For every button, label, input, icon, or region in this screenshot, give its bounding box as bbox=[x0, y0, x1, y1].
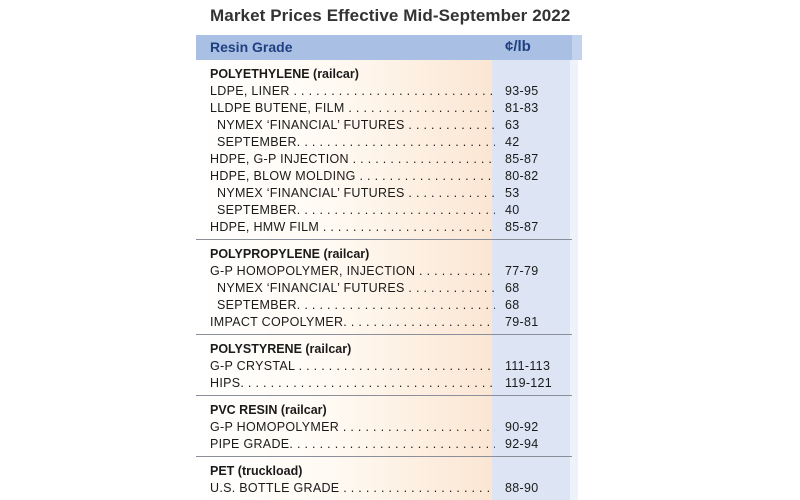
table-section: POLYPROPYLENE (railcar) G-P HOMOPOLYMER, … bbox=[196, 240, 572, 335]
price-column-background bbox=[492, 35, 570, 500]
price-value: 111-113 bbox=[505, 359, 551, 373]
table-edge bbox=[570, 35, 578, 500]
header-resin-grade: Resin Grade bbox=[210, 39, 293, 55]
price-value: 68 bbox=[505, 281, 520, 295]
table-row: IMPACT COPOLYMER. . . . . . . . . . . . … bbox=[196, 314, 572, 331]
table-row: SEPTEMBER. . . . . . . . . . . . . . . .… bbox=[196, 202, 572, 219]
price-value: 42 bbox=[505, 135, 520, 149]
price-value: 92-94 bbox=[505, 437, 539, 451]
resin-grade-label: NYMEX ‘FINANCIAL’ FUTURES . . . . . . . … bbox=[217, 118, 495, 132]
table-row: SEPTEMBER. . . . . . . . . . . . . . . .… bbox=[196, 134, 572, 151]
price-value: 90-92 bbox=[505, 420, 539, 434]
price-value: 119-121 bbox=[505, 376, 553, 390]
table-section: POLYETHYLENE (railcar) LDPE, LINER . . . … bbox=[196, 60, 572, 240]
resin-grade-label: HDPE, BLOW MOLDING . . . . . . . . . . .… bbox=[210, 169, 495, 183]
resin-grade-label: HIPS. . . . . . . . . . . . . . . . . . … bbox=[210, 376, 495, 390]
price-value: 53 bbox=[505, 186, 520, 200]
price-value: 63 bbox=[505, 118, 520, 132]
section-title: PET (truckload) bbox=[210, 464, 303, 478]
table-row: LLDPE BUTENE, FILM . . . . . . . . . . .… bbox=[196, 100, 572, 117]
label-column-background bbox=[196, 35, 492, 500]
section-title: POLYSTYRENE (railcar) bbox=[210, 342, 352, 356]
header-unit: ¢/lb bbox=[505, 38, 531, 55]
resin-grade-label: G-P CRYSTAL . . . . . . . . . . . . . . … bbox=[210, 359, 495, 373]
price-value: 88-90 bbox=[505, 481, 539, 495]
resin-grade-label: U.S. BOTTLE GRADE . . . . . . . . . . . … bbox=[210, 481, 495, 495]
table-section: POLYSTYRENE (railcar) G-P CRYSTAL . . . .… bbox=[196, 335, 572, 396]
section-title: POLYPROPYLENE (railcar) bbox=[210, 247, 370, 261]
table-body: POLYETHYLENE (railcar) LDPE, LINER . . . … bbox=[196, 60, 572, 500]
resin-grade-label: HDPE, HMW FILM . . . . . . . . . . . . .… bbox=[210, 220, 495, 234]
page-title: Market Prices Effective Mid-September 20… bbox=[210, 6, 571, 25]
price-value: 85-87 bbox=[505, 152, 539, 166]
table-row: HDPE, HMW FILM . . . . . . . . . . . . .… bbox=[196, 219, 572, 236]
table-row: U.S. BOTTLE GRADE . . . . . . . . . . . … bbox=[196, 480, 572, 497]
resin-grade-label: IMPACT COPOLYMER. . . . . . . . . . . . … bbox=[210, 315, 495, 329]
price-value: 85-87 bbox=[505, 220, 539, 234]
price-value: 79-81 bbox=[505, 315, 539, 329]
resin-grade-label: PIPE GRADE. . . . . . . . . . . . . . . … bbox=[210, 437, 495, 451]
table-row: G-P HOMOPOLYMER . . . . . . . . . . . . … bbox=[196, 419, 572, 436]
table-section: PVC RESIN (railcar) G-P HOMOPOLYMER . . .… bbox=[196, 396, 572, 457]
price-value: 93-95 bbox=[505, 84, 539, 98]
table-row: G-P HOMOPOLYMER, INJECTION . . . . . . .… bbox=[196, 263, 572, 280]
price-value: 68 bbox=[505, 298, 520, 312]
resin-grade-label: SEPTEMBER. . . . . . . . . . . . . . . .… bbox=[217, 298, 495, 312]
table-row: NYMEX ‘FINANCIAL’ FUTURES . . . . . . . … bbox=[196, 185, 572, 202]
table-row: SEPTEMBER. . . . . . . . . . . . . . . .… bbox=[196, 297, 572, 314]
table-row: PIPE GRADE. . . . . . . . . . . . . . . … bbox=[196, 436, 572, 453]
table-section: PET (truckload) U.S. BOTTLE GRADE . . . .… bbox=[196, 457, 572, 500]
price-value: 80-82 bbox=[505, 169, 539, 183]
table-row: NYMEX ‘FINANCIAL’ FUTURES . . . . . . . … bbox=[196, 280, 572, 297]
resin-grade-label: NYMEX ‘FINANCIAL’ FUTURES . . . . . . . … bbox=[217, 281, 495, 295]
resin-grade-label: SEPTEMBER. . . . . . . . . . . . . . . .… bbox=[217, 135, 495, 149]
price-table: Resin Grade ¢/lb POLYETHYLENE (railcar) L… bbox=[196, 35, 584, 500]
header-edge bbox=[572, 35, 582, 60]
resin-grade-label: LLDPE BUTENE, FILM . . . . . . . . . . .… bbox=[210, 101, 495, 115]
table-row: NYMEX ‘FINANCIAL’ FUTURES . . . . . . . … bbox=[196, 117, 572, 134]
price-value: 40 bbox=[505, 203, 520, 217]
table-row: HDPE, G-P INJECTION . . . . . . . . . . … bbox=[196, 151, 572, 168]
table-header: Resin Grade ¢/lb bbox=[196, 35, 572, 60]
resin-grade-label: NYMEX ‘FINANCIAL’ FUTURES . . . . . . . … bbox=[217, 186, 495, 200]
resin-grade-label: G-P HOMOPOLYMER . . . . . . . . . . . . … bbox=[210, 420, 495, 434]
table-row: G-P CRYSTAL . . . . . . . . . . . . . . … bbox=[196, 358, 572, 375]
price-value: 77-79 bbox=[505, 264, 539, 278]
table-row: LDPE, LINER . . . . . . . . . . . . . . … bbox=[196, 83, 572, 100]
price-value: 81-83 bbox=[505, 101, 539, 115]
resin-grade-label: G-P HOMOPOLYMER, INJECTION . . . . . . .… bbox=[210, 264, 495, 278]
section-title: PVC RESIN (railcar) bbox=[210, 403, 327, 417]
table-row: HIPS. . . . . . . . . . . . . . . . . . … bbox=[196, 375, 572, 392]
resin-grade-label: SEPTEMBER. . . . . . . . . . . . . . . .… bbox=[217, 203, 495, 217]
section-title: POLYETHYLENE (railcar) bbox=[210, 67, 359, 81]
resin-grade-label: LDPE, LINER . . . . . . . . . . . . . . … bbox=[210, 84, 495, 98]
resin-grade-label: HDPE, G-P INJECTION . . . . . . . . . . … bbox=[210, 152, 495, 166]
table-row: HDPE, BLOW MOLDING . . . . . . . . . . .… bbox=[196, 168, 572, 185]
